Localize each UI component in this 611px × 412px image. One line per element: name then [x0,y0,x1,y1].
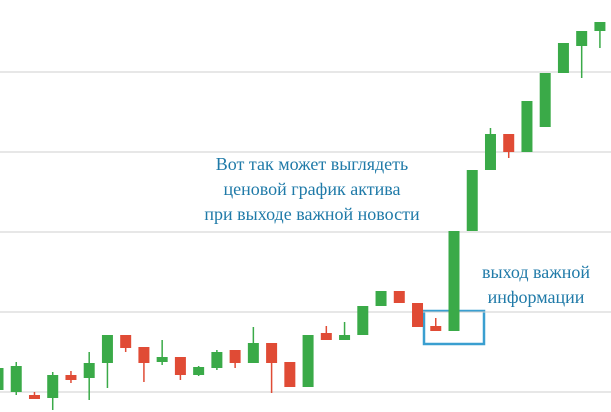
annotation: выход важной [482,262,590,282]
candle-body [302,335,314,387]
candle-body [101,335,113,363]
candle-body [412,303,424,327]
candle-body [174,357,186,375]
candle-body [0,368,4,390]
candle-body [320,333,332,340]
candle-body [430,326,442,331]
candle-body [339,335,351,340]
candle-body [120,335,132,348]
candle-body [193,367,205,375]
candle-body [211,352,223,368]
candle-body [557,43,569,73]
annotation: при выходе важной новости [204,204,420,224]
candle-body [393,291,405,303]
candle-body [484,134,496,170]
candle-body [539,73,551,127]
candle-body [10,366,22,392]
candle-body [375,291,387,306]
candle-body [28,395,40,399]
candle-body [357,306,369,335]
candle-body [284,362,296,387]
candle-body [503,134,515,152]
annotation: Вот так может выглядеть [216,154,409,174]
candle-body [448,231,460,331]
candle-body [521,101,533,152]
candle-body [247,343,259,363]
candle-body [156,357,168,362]
annotation: ценовой график актива [224,179,401,199]
candle-body [594,22,606,31]
candle-body [138,347,150,363]
candle-body [466,170,478,231]
candle-body [576,31,588,46]
candle-body [47,375,59,398]
annotation: информации [488,287,585,307]
candle-body [266,343,278,363]
candle-body [229,350,241,363]
candle-body [83,363,95,378]
candle-body [65,375,77,380]
